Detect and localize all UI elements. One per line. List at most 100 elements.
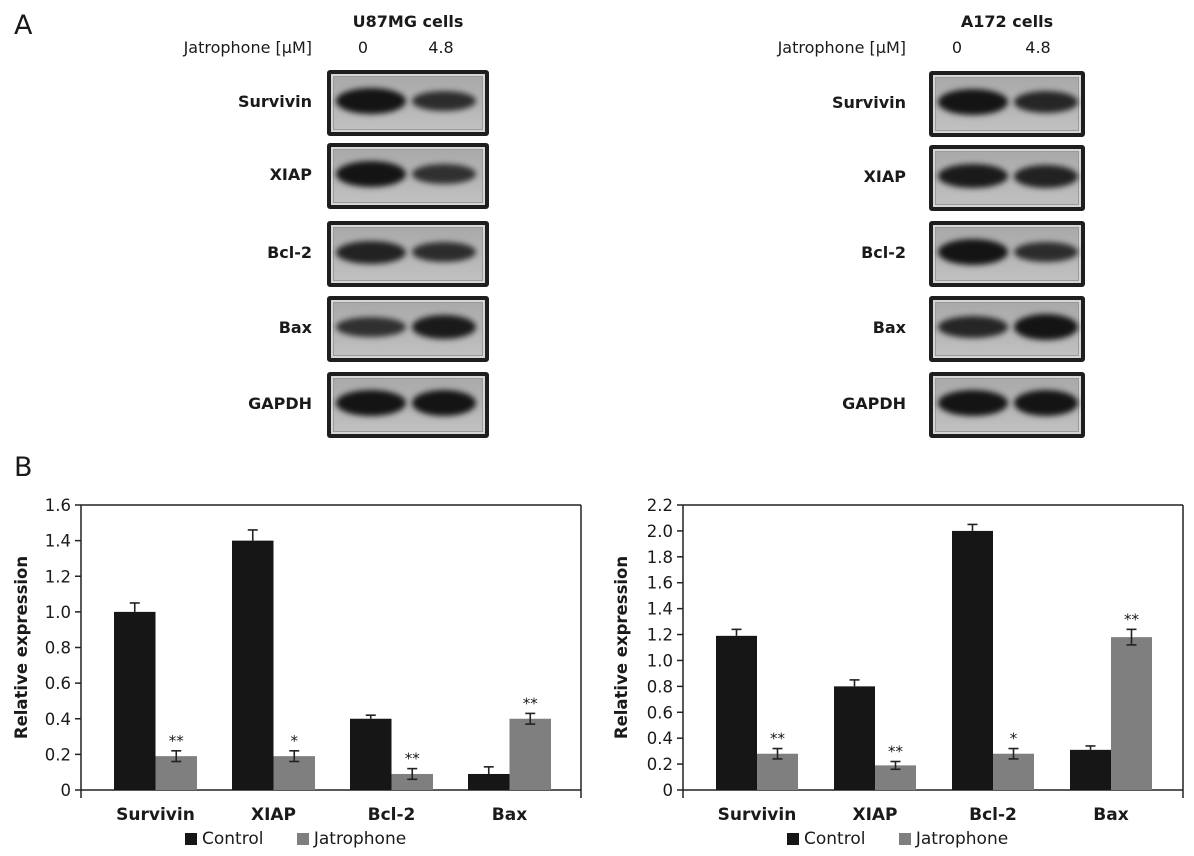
panel-a-letter: A	[14, 10, 33, 41]
lane-label-0: 0	[357, 38, 369, 57]
treatment-label: Jatrophone [μM]	[183, 38, 312, 57]
band-lane-0	[938, 316, 1008, 338]
bar-control-xiap	[232, 540, 274, 790]
x-category-label: Bcl-2	[969, 805, 1017, 820]
significance-marker: *	[291, 732, 299, 750]
protein-label: XIAP	[863, 167, 906, 186]
y-tick-label: 0.2	[647, 755, 673, 774]
band-lane-0	[336, 317, 406, 337]
protein-label: Bcl-2	[267, 243, 312, 262]
legend-a172: Control Jatrophone	[787, 829, 1008, 849]
cell-line-title: A172 cells	[960, 12, 1054, 31]
x-category-label: Bax	[1093, 805, 1128, 820]
bar-control-bcl-2	[350, 718, 392, 790]
y-tick-label: 2.2	[647, 496, 673, 515]
y-axis-label: Relative expression	[12, 556, 31, 739]
protein-label: Survivin	[831, 93, 906, 112]
y-tick-label: 0.6	[45, 674, 71, 693]
significance-marker: **	[1124, 610, 1140, 628]
y-tick-label: 1.4	[647, 600, 673, 619]
x-category-label: Bcl-2	[368, 805, 416, 820]
x-category-label: Bax	[492, 805, 527, 820]
bar-jatrophone-bax	[1111, 637, 1152, 790]
y-tick-label: 1.6	[647, 574, 673, 593]
blot-survivin	[327, 70, 489, 136]
y-tick-label: 0.4	[647, 729, 673, 748]
y-tick-label: 0.8	[45, 639, 71, 658]
x-category-label: Survivin	[718, 805, 797, 820]
legend-item-control: Control	[787, 829, 865, 849]
bar-jatrophone-bax	[509, 718, 551, 790]
bar-jatrophone-bcl-2	[391, 773, 433, 790]
y-tick-label: 0	[61, 781, 72, 800]
band-lane-0	[938, 390, 1008, 416]
y-tick-label: 0.8	[647, 677, 673, 696]
bar-jatrophone-bcl-2	[993, 753, 1034, 790]
bar-control-bcl-2	[952, 530, 993, 790]
significance-marker: **	[770, 730, 786, 748]
significance-marker: **	[523, 694, 539, 712]
band-lane-0	[336, 161, 406, 187]
legend-u87mg: Control Jatrophone	[185, 829, 406, 849]
blot-survivin	[929, 71, 1085, 137]
band-lane-1	[412, 242, 476, 262]
y-axis-label: Relative expression	[612, 556, 631, 739]
bar-control-survivin	[716, 635, 757, 790]
blot-bax	[929, 296, 1085, 362]
band-lane-1	[412, 91, 476, 111]
blot-bax	[327, 296, 489, 362]
band-lane-0	[336, 88, 406, 114]
legend-swatch-control	[185, 833, 197, 845]
y-tick-label: 1.4	[45, 532, 71, 551]
legend-swatch-jatrophone	[898, 833, 911, 845]
protein-label: XIAP	[269, 165, 312, 184]
cell-line-title: U87MG cells	[352, 12, 464, 31]
y-tick-label: 1.0	[647, 651, 673, 670]
legend-item-jatrophone: Jatrophone	[898, 829, 1008, 849]
band-lane-0	[336, 390, 406, 416]
band-lane-1	[412, 164, 476, 184]
band-lane-0	[938, 89, 1008, 115]
bar-control-xiap	[834, 686, 875, 790]
treatment-label: Jatrophone [μM]	[777, 38, 906, 57]
protein-label: Bax	[278, 318, 312, 337]
legend-swatch-control	[787, 833, 799, 845]
bar-control-bax	[468, 773, 510, 790]
band-lane-0	[938, 164, 1008, 188]
bar-control-survivin	[114, 611, 156, 790]
x-category-label: XIAP	[852, 805, 897, 820]
panel-b-letter: B	[14, 452, 33, 483]
x-category-label: XIAP	[251, 805, 296, 820]
blot-gapdh	[327, 372, 489, 438]
band-lane-0	[336, 240, 406, 264]
lane-label-1: 4.8	[1025, 38, 1051, 57]
y-tick-label: 0.2	[45, 745, 71, 764]
protein-label: Bcl-2	[861, 243, 906, 262]
bar-chart-a172: 0 0.2 0.4 0.6 0.8 1.0 1.2 1.4 1.6 1.8 2.0 2.2 Relati…	[612, 496, 1184, 820]
band-lane-1	[1014, 91, 1078, 113]
lane-label-1: 4.8	[428, 38, 454, 57]
bar-control-bax	[1070, 749, 1111, 790]
blot-xiap	[327, 143, 489, 209]
y-tick-label: 1.2	[45, 567, 71, 586]
blot-bcl-2	[327, 221, 489, 287]
x-category-label: Survivin	[116, 805, 195, 820]
band-lane-1	[412, 315, 476, 339]
significance-marker: **	[169, 732, 185, 750]
bar-chart-u87mg: 0 0.2 0.4 0.6 0.8 1.0 1.2 1.4 1.6 Relative expres…	[12, 496, 582, 820]
blot-gapdh	[929, 372, 1085, 438]
y-tick-label: 1.2	[647, 626, 673, 645]
significance-marker: **	[888, 743, 904, 761]
protein-label: GAPDH	[842, 394, 906, 413]
significance-marker: *	[1010, 730, 1018, 748]
y-tick-label: 1.8	[647, 548, 673, 567]
y-tick-label: 0	[663, 781, 674, 800]
legend-item-control: Control	[185, 829, 263, 849]
lane-label-0: 0	[951, 38, 963, 57]
protein-label: Bax	[872, 318, 906, 337]
band-lane-1	[1014, 164, 1078, 188]
band-lane-0	[938, 239, 1008, 265]
legend-swatch-jatrophone	[296, 833, 309, 845]
y-tick-label: 2.0	[647, 522, 673, 541]
band-lane-1	[1014, 242, 1078, 262]
